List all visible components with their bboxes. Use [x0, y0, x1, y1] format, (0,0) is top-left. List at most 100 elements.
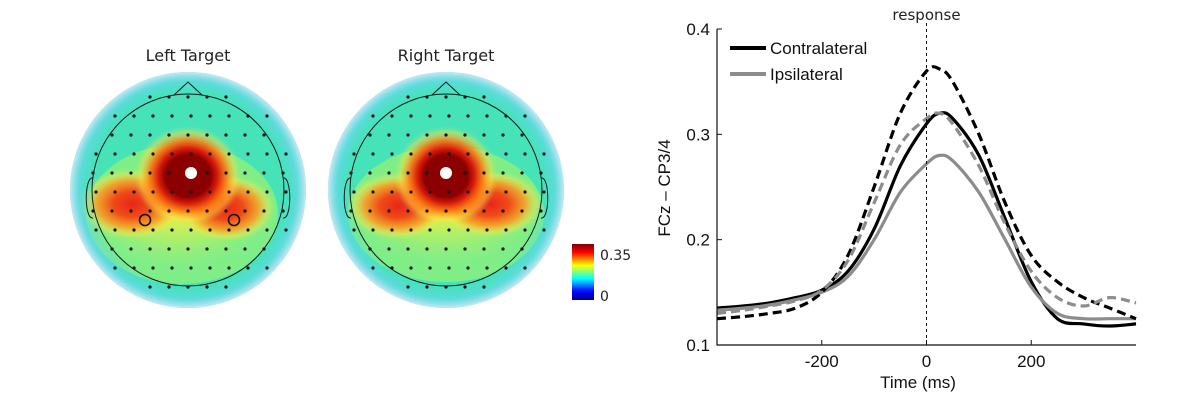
response-annotation: response [892, 6, 960, 24]
electrode-dot [227, 152, 231, 156]
reference-electrode-dot [185, 167, 197, 179]
electrode-dot [262, 209, 266, 213]
colorbar: 0.35 0 [572, 244, 631, 305]
electrode-dot [444, 95, 448, 99]
x-tick-label: 0 [922, 352, 931, 371]
topomap-rim [70, 72, 306, 308]
electrode-dot [205, 95, 209, 99]
electrode-dot [368, 171, 372, 175]
electrode-dot [91, 171, 95, 175]
electrode-dot [224, 285, 228, 289]
y-axis-label: FCz – CP3/4 [655, 139, 674, 236]
electrode-dot [113, 190, 117, 194]
colorbar-max-label: 0.35 [600, 248, 631, 264]
electrode-dot [186, 209, 190, 213]
electrode-dot [129, 209, 133, 213]
electrode-dot [110, 171, 114, 175]
electrode-dot [129, 171, 133, 175]
electrode-dot [129, 247, 133, 251]
y-axis-ticks: 0.1 0.2 0.3 0.4 [686, 20, 722, 355]
electrode-dot [284, 228, 288, 232]
electrode-dot [227, 190, 231, 194]
electrode-dot [485, 266, 489, 270]
electrode-dot [243, 209, 247, 213]
electrode-dot [463, 133, 467, 137]
electrode-dot [390, 114, 394, 118]
electrode-dot [94, 228, 98, 232]
electrode-dot [246, 114, 250, 118]
electrode-dot [349, 209, 353, 213]
electrode-dot [523, 114, 527, 118]
electrode-dot [132, 152, 136, 156]
electrode-dot [501, 171, 505, 175]
electrode-dot [205, 247, 209, 251]
electrode-dot [466, 152, 470, 156]
electrode-dot [368, 133, 372, 137]
electrode-dot [523, 266, 527, 270]
electrode-dot [371, 228, 375, 232]
electrode-dot [110, 247, 114, 251]
electrode-dot [428, 190, 432, 194]
electrode-dot [186, 247, 190, 251]
electrode-dot [428, 114, 432, 118]
electrode-dot [542, 190, 546, 194]
right-ear-outline [540, 177, 549, 219]
y-tick-label: 0.3 [686, 125, 710, 144]
electrode-dot [390, 228, 394, 232]
electrode-dot [425, 171, 429, 175]
electrode-dot [148, 209, 152, 213]
electrode-dot [132, 190, 136, 194]
electrode-dot [189, 114, 193, 118]
electrode-dot [281, 209, 285, 213]
electrode-dot [539, 209, 543, 213]
electrode-dot [463, 171, 467, 175]
electrode-dot [186, 95, 190, 99]
colorbar-min-label: 0 [600, 289, 609, 305]
electrode-dot [113, 152, 117, 156]
electrode-dot [208, 114, 212, 118]
electrode-dot [444, 247, 448, 251]
electrode-dot [428, 266, 432, 270]
electrode-dot [463, 209, 467, 213]
electrode-dot [189, 190, 193, 194]
reference-electrode-dot [440, 167, 452, 179]
electrode-dot [485, 114, 489, 118]
electrode-dot [520, 209, 524, 213]
electrode-dot [170, 190, 174, 194]
electrode-dot [186, 133, 190, 137]
electrode-dot [352, 190, 356, 194]
electrode-dot [463, 95, 467, 99]
electrode-dot [94, 152, 98, 156]
electrode-dot [466, 228, 470, 232]
electrode-dot [463, 285, 467, 289]
series-line-contralateral-solid [716, 111, 1137, 328]
electrode-dot [113, 228, 117, 232]
electrode-dot [387, 133, 391, 137]
electrode-dot [482, 133, 486, 137]
electrode-dot [501, 133, 505, 137]
electrode-dot [406, 285, 410, 289]
x-tick-label: 200 [1017, 352, 1045, 371]
electrode-dot [387, 171, 391, 175]
electrode-dot [387, 209, 391, 213]
x-tick-label: -200 [805, 352, 839, 371]
electrode-dot [170, 152, 174, 156]
electrode-marker-left-posterior [138, 213, 152, 227]
electrode-dot [113, 266, 117, 270]
electrode-dot [501, 247, 505, 251]
electrode-dot [542, 228, 546, 232]
electrode-dot [132, 266, 136, 270]
electrode-dot [151, 228, 155, 232]
electrode-dot [349, 171, 353, 175]
electrode-dot [390, 266, 394, 270]
electrode-dot [387, 247, 391, 251]
electrode-dot [539, 171, 543, 175]
electrode-dot [110, 133, 114, 137]
electrode-dot [409, 266, 413, 270]
electrode-dot [281, 171, 285, 175]
electrode-dot [170, 228, 174, 232]
electrode-dot [466, 266, 470, 270]
electrode-dot [504, 266, 508, 270]
electrode-dot [371, 190, 375, 194]
electrode-dot [148, 171, 152, 175]
